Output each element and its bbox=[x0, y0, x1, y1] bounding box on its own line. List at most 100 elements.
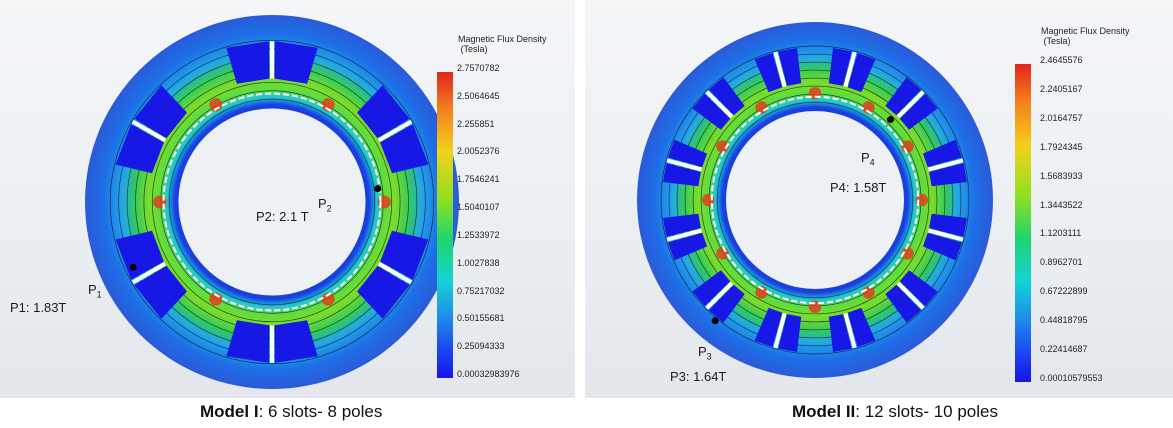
flux-hotspot bbox=[901, 247, 914, 260]
flux-hotspot bbox=[755, 101, 768, 114]
air-gap bbox=[710, 95, 920, 305]
field-line bbox=[168, 98, 376, 306]
flux-hotspot bbox=[862, 101, 875, 114]
model-1-flux-plot bbox=[85, 15, 459, 389]
legend-tick: 1.1203111 bbox=[1040, 228, 1082, 239]
legend-tick: 1.5683933 bbox=[1040, 170, 1083, 181]
legend-tick: 0.50155681 bbox=[457, 313, 505, 324]
field-line bbox=[700, 85, 930, 315]
legend-tick: 2.0164757 bbox=[1040, 112, 1083, 123]
probe-point bbox=[374, 185, 382, 193]
point-label-p3: P3 bbox=[698, 344, 712, 362]
slot-separator bbox=[131, 119, 167, 143]
legend-tick: 1.7924345 bbox=[1040, 141, 1083, 152]
coil-slot bbox=[922, 232, 962, 261]
legend-tick: 0.22414687 bbox=[1040, 344, 1088, 355]
legend-tick: 0.67222899 bbox=[1040, 286, 1088, 297]
coil-slot bbox=[922, 139, 962, 168]
slot-separator bbox=[705, 90, 734, 119]
slot-separator bbox=[666, 158, 703, 172]
caption-config: : 12 slots- 10 poles bbox=[855, 402, 998, 421]
model-1-caption: Model I: 6 slots- 8 poles bbox=[200, 402, 382, 422]
coil-slot bbox=[357, 265, 410, 319]
legend-tick: 0.25094333 bbox=[457, 341, 505, 352]
flux-hotspot bbox=[755, 286, 768, 299]
field-line bbox=[692, 77, 938, 323]
legend-tick: 1.0027838 bbox=[457, 257, 500, 268]
coil-slot bbox=[847, 53, 876, 93]
coil-slot bbox=[754, 53, 783, 93]
coil-slot bbox=[115, 230, 164, 280]
coil-slot bbox=[847, 307, 876, 347]
coil-slot bbox=[380, 230, 429, 280]
flux-hotspot bbox=[321, 292, 335, 306]
slot-separator bbox=[377, 119, 413, 143]
point-label-p1: P1 bbox=[88, 282, 102, 300]
field-line bbox=[660, 45, 970, 355]
coil-slot bbox=[692, 93, 731, 130]
coil-slot bbox=[380, 124, 429, 174]
colorbar bbox=[1015, 64, 1031, 382]
coil-slot bbox=[899, 93, 938, 130]
coil-slot bbox=[708, 284, 745, 323]
coil-slot bbox=[668, 232, 708, 261]
slot-separator bbox=[843, 312, 857, 349]
model-2-caption: Model II: 12 slots- 10 poles bbox=[792, 402, 998, 422]
caption-config: : 6 slots- 8 poles bbox=[258, 402, 383, 421]
field-line bbox=[668, 53, 962, 347]
legend-tick: 2.255851 bbox=[457, 118, 495, 129]
legend-tick: 2.0052376 bbox=[457, 146, 500, 157]
legend-tick: 2.2405167 bbox=[1040, 83, 1083, 94]
legend-tick: 2.4645576 bbox=[1040, 55, 1083, 65]
flux-hotspot bbox=[901, 140, 914, 153]
slot-separator bbox=[896, 281, 925, 310]
coil-slot bbox=[663, 213, 701, 237]
coil-slot bbox=[357, 85, 410, 139]
coil-slot bbox=[274, 320, 318, 363]
coil-slot bbox=[692, 270, 731, 307]
coil-slot bbox=[828, 48, 852, 86]
legend-tick: 0.8962701 bbox=[1040, 257, 1083, 268]
point-label-p2: P2 bbox=[318, 196, 332, 214]
coil-slot bbox=[899, 270, 938, 307]
coil-slot bbox=[226, 320, 270, 363]
slot-separator bbox=[927, 158, 964, 172]
coil-slot bbox=[134, 265, 187, 319]
probe-point bbox=[129, 263, 137, 271]
coil-slot bbox=[708, 77, 745, 116]
slot-separator bbox=[773, 312, 787, 349]
legend-tick: 1.2533972 bbox=[457, 229, 500, 240]
legend-tick: 1.3443522 bbox=[1040, 199, 1083, 210]
caption-model-name: Model I bbox=[200, 402, 259, 421]
field-line bbox=[716, 101, 914, 299]
slot-separator bbox=[666, 228, 703, 242]
slot-separator bbox=[377, 261, 413, 285]
field-line bbox=[676, 61, 954, 339]
legend-tick: 0.75217032 bbox=[457, 285, 505, 296]
coil-slot bbox=[663, 163, 701, 187]
air-gap bbox=[162, 92, 382, 312]
probe-point bbox=[711, 317, 719, 325]
model-1-panel: Magnetic Flux Density (Tesla) 2.7570782 2… bbox=[0, 0, 575, 428]
slot-separator bbox=[896, 90, 925, 119]
point-value-p1: P1: 1.83T bbox=[10, 300, 67, 315]
model-2-flux-plot bbox=[637, 22, 993, 378]
flux-hotspot bbox=[862, 286, 875, 299]
slot-separator bbox=[705, 281, 734, 310]
coil-slot bbox=[929, 213, 967, 237]
slot-separator bbox=[773, 51, 787, 88]
point-label-p4: P4 bbox=[861, 150, 875, 168]
legend-tick: 0.44818795 bbox=[1040, 315, 1088, 326]
slot-separator bbox=[927, 228, 964, 242]
point-value-p3: P3: 1.64T bbox=[670, 369, 727, 384]
coil-slot bbox=[778, 48, 802, 86]
flux-hotspot bbox=[716, 140, 729, 153]
coil-slot bbox=[828, 314, 852, 352]
colorbar bbox=[437, 72, 453, 378]
slot-separator bbox=[131, 261, 167, 285]
coil-slot bbox=[885, 77, 922, 116]
flux-hotspot bbox=[321, 98, 335, 112]
legend-tick: 0.00032983976 bbox=[457, 369, 520, 379]
field-line bbox=[109, 39, 435, 365]
coil-slot bbox=[115, 124, 164, 174]
